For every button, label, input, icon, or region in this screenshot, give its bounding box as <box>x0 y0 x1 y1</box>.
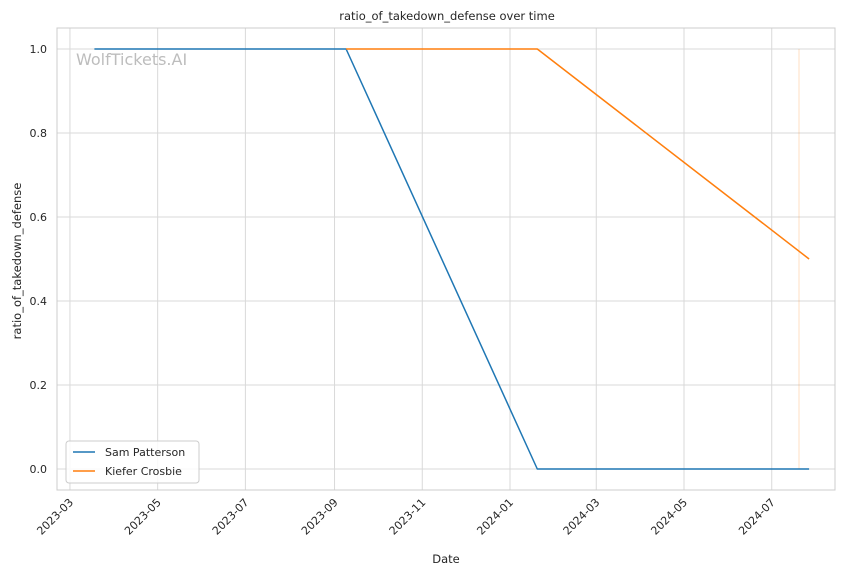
legend-box <box>65 440 200 484</box>
y-axis-title: ratio_of_takedown_defense <box>10 183 24 340</box>
y-tick-label: 0.8 <box>30 127 48 140</box>
watermark: WolfTickets.AI <box>76 50 187 69</box>
series-lines <box>94 48 810 470</box>
plot-frame <box>56 27 836 491</box>
y-tick-label: 0.4 <box>30 295 48 308</box>
chart-title: ratio_of_takedown_defense over time <box>339 9 555 23</box>
x-axis-title: Date <box>432 552 460 566</box>
y-tick-label: 1.0 <box>30 43 48 56</box>
legend-label: Kiefer Crosbie <box>105 465 182 478</box>
series-line <box>94 48 810 470</box>
y-tick-label: 0.2 <box>30 379 48 392</box>
legend: Sam Patterson Kiefer Crosbie <box>65 440 200 484</box>
series-line <box>346 48 810 260</box>
grid-lines <box>57 28 835 490</box>
legend-label: Sam Patterson <box>105 446 185 459</box>
y-tick-label: 0.0 <box>30 463 48 476</box>
y-tick-label: 0.6 <box>30 211 48 224</box>
